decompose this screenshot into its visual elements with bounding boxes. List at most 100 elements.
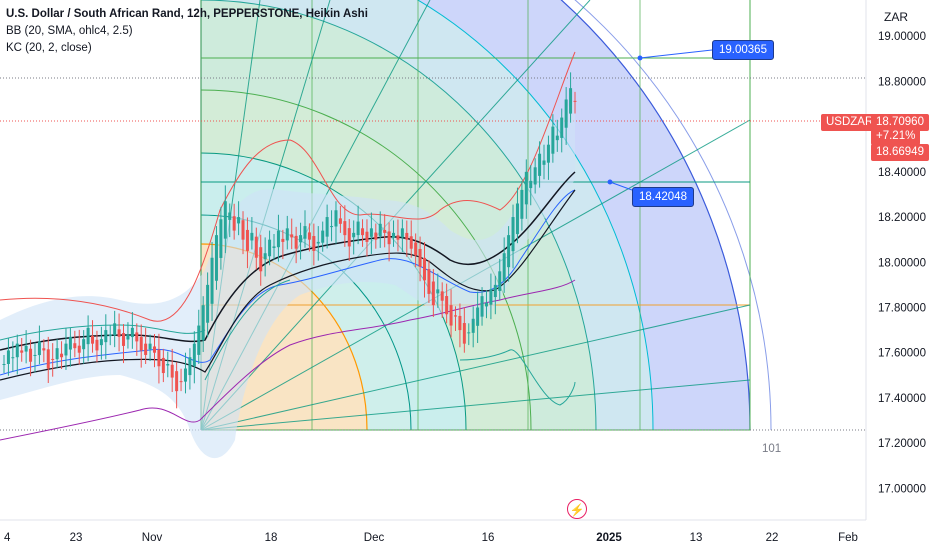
x-tick-label: 4 bbox=[4, 532, 11, 544]
candle bbox=[126, 322, 130, 349]
candle bbox=[86, 315, 90, 362]
candle bbox=[484, 290, 488, 319]
candle bbox=[68, 327, 72, 367]
candle bbox=[285, 215, 289, 250]
candle bbox=[6, 338, 10, 376]
candle bbox=[214, 226, 218, 290]
candle bbox=[343, 205, 347, 247]
symbol-tag: USDZAR bbox=[821, 114, 879, 131]
chart-legend: U.S. Dollar / South African Rand, 12h, P… bbox=[6, 6, 368, 57]
x-tick-label: Dec bbox=[364, 532, 385, 544]
candle bbox=[259, 234, 263, 286]
candle bbox=[2, 354, 6, 374]
candle bbox=[325, 204, 329, 249]
candle bbox=[400, 219, 404, 252]
candle bbox=[29, 339, 33, 377]
y-tick-label: 19.00000 bbox=[878, 31, 926, 43]
candle bbox=[493, 275, 497, 315]
candle bbox=[471, 306, 475, 348]
candle bbox=[82, 330, 86, 364]
x-tick-label: Nov bbox=[142, 532, 163, 544]
candle bbox=[250, 217, 254, 250]
candle bbox=[453, 306, 457, 331]
x-tick-label: 18 bbox=[265, 532, 278, 544]
candle bbox=[418, 236, 422, 282]
candle bbox=[374, 223, 378, 249]
candle bbox=[210, 241, 214, 321]
candle bbox=[77, 329, 81, 365]
candle bbox=[206, 272, 210, 338]
candle bbox=[122, 324, 126, 364]
candle bbox=[338, 205, 342, 233]
candle bbox=[378, 211, 382, 248]
candle bbox=[405, 220, 409, 257]
candle bbox=[529, 165, 533, 206]
bb-label: BB (20, SMA, ohlc4, 2.5) bbox=[6, 25, 133, 37]
candle bbox=[245, 217, 249, 269]
candle bbox=[148, 334, 152, 362]
candle bbox=[152, 334, 156, 368]
candle bbox=[130, 312, 134, 349]
currency-selector[interactable]: ZAR bbox=[870, 0, 932, 34]
lower-level-label[interactable]: 18.42048 bbox=[632, 187, 694, 207]
y-tick-label: 17.20000 bbox=[878, 438, 926, 450]
candle bbox=[498, 258, 502, 300]
candle bbox=[533, 158, 537, 194]
candle bbox=[108, 325, 112, 346]
candle bbox=[511, 204, 515, 269]
candle bbox=[46, 336, 50, 383]
candle bbox=[303, 210, 307, 248]
candle bbox=[197, 309, 201, 364]
candle bbox=[290, 218, 294, 250]
candle bbox=[201, 296, 205, 352]
candle bbox=[42, 339, 46, 363]
candle bbox=[414, 233, 418, 268]
callout-lines bbox=[607, 49, 713, 191]
candle bbox=[307, 223, 311, 252]
x-tick-label: Feb bbox=[838, 532, 858, 544]
change-tag: +7.21% bbox=[871, 128, 921, 145]
candle bbox=[445, 283, 449, 324]
candle bbox=[538, 141, 542, 188]
candle bbox=[321, 221, 325, 252]
candle bbox=[369, 212, 373, 255]
lightning-icon[interactable]: ⚡ bbox=[567, 499, 587, 519]
candle bbox=[427, 260, 431, 303]
y-tick-label: 18.80000 bbox=[878, 76, 926, 88]
candle bbox=[489, 273, 493, 320]
candle bbox=[462, 307, 466, 353]
candle bbox=[161, 348, 165, 383]
candle bbox=[480, 287, 484, 326]
candle bbox=[467, 323, 471, 346]
candle bbox=[11, 341, 15, 372]
x-tick-label: 13 bbox=[690, 532, 703, 544]
candle bbox=[281, 229, 285, 260]
y-axis-ticks: 19.0000018.8000018.6000018.4000018.20000… bbox=[878, 31, 926, 495]
candle bbox=[263, 237, 267, 277]
candle bbox=[476, 291, 480, 343]
x-tick-label: 16 bbox=[482, 532, 495, 544]
y-tick-label: 18.00000 bbox=[878, 257, 926, 269]
price-axis[interactable] bbox=[866, 0, 932, 550]
candle bbox=[383, 214, 387, 248]
candle bbox=[37, 325, 41, 365]
close-price-tag: 18.66949 bbox=[871, 144, 929, 161]
time-axis[interactable] bbox=[0, 520, 932, 550]
candle bbox=[330, 210, 334, 242]
candle bbox=[569, 72, 573, 123]
y-tick-label: 17.60000 bbox=[878, 348, 926, 360]
candle bbox=[352, 220, 356, 255]
candle bbox=[117, 313, 121, 352]
currency-label: ZAR bbox=[884, 10, 908, 24]
candle bbox=[64, 327, 68, 370]
candle bbox=[144, 327, 148, 364]
dotted-levels bbox=[0, 77, 866, 431]
candle bbox=[241, 211, 245, 255]
candle bbox=[347, 219, 351, 261]
candle bbox=[175, 362, 179, 409]
candle bbox=[276, 214, 280, 262]
y-tick-label: 17.80000 bbox=[878, 302, 926, 314]
fib-circles bbox=[200, 0, 772, 431]
upper-level-label[interactable]: 19.00365 bbox=[712, 40, 774, 60]
